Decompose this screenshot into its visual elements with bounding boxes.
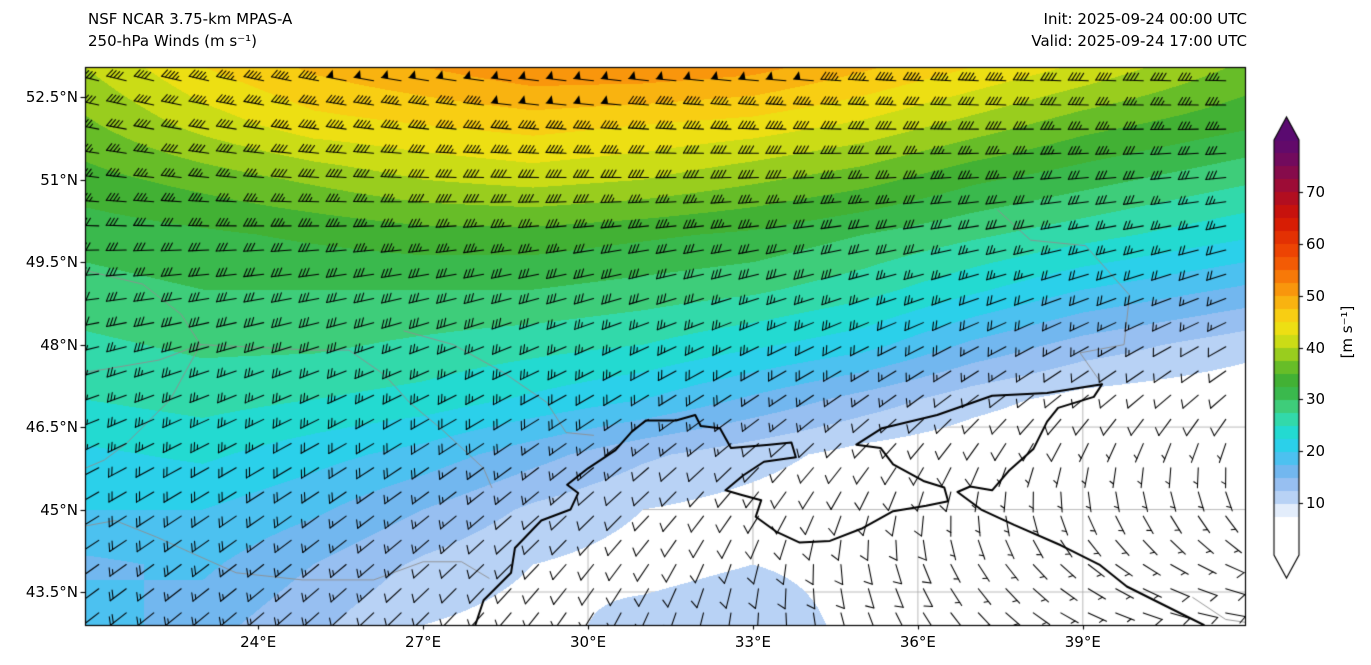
lon-tick-label: 33°E: [734, 633, 771, 651]
valid-time: Valid: 2025-09-24 17:00 UTC: [1031, 32, 1247, 50]
colorbar-tick-label: 20: [1306, 442, 1326, 461]
init-time: Init: 2025-09-24 00:00 UTC: [1043, 10, 1247, 28]
time-block: Init: 2025-09-24 00:00 UTC Valid: 2025-0…: [1031, 8, 1247, 52]
lat-tick-label: 45°N: [40, 500, 78, 519]
colorbar-tick-label: 70: [1306, 182, 1326, 201]
lat-tick-label: 51°N: [40, 170, 78, 189]
colorbar-tick-label: 10: [1306, 494, 1326, 513]
title-block: NSF NCAR 3.75-km MPAS-A 250-hPa Winds (m…: [88, 8, 292, 52]
lon-tick-label: 30°E: [569, 633, 607, 651]
colorbar-tick-label: 40: [1306, 338, 1326, 357]
model-title: NSF NCAR 3.75-km MPAS-A: [88, 10, 293, 28]
colorbar-tick-label: 60: [1306, 234, 1326, 253]
field-title: 250-hPa Winds (m s⁻¹): [88, 32, 257, 50]
lat-tick-label: 43.5°N: [25, 583, 78, 601]
lon-tick-label: 24°E: [240, 633, 277, 651]
colorbar-unit-label: [m s⁻¹]: [1338, 305, 1356, 359]
lon-tick-label: 36°E: [899, 633, 936, 651]
lat-tick-label: 52.5°N: [25, 88, 78, 107]
lon-tick-label: 27°E: [405, 633, 442, 651]
lon-tick-label: 39°E: [1064, 633, 1101, 651]
lat-tick-label: 48°N: [40, 335, 78, 354]
colorbar-tick-label: 50: [1306, 286, 1326, 305]
lat-tick-label: 49.5°N: [25, 253, 78, 272]
lat-tick-label: 46.5°N: [25, 418, 78, 437]
colorbar-tick-label: 30: [1306, 390, 1326, 409]
